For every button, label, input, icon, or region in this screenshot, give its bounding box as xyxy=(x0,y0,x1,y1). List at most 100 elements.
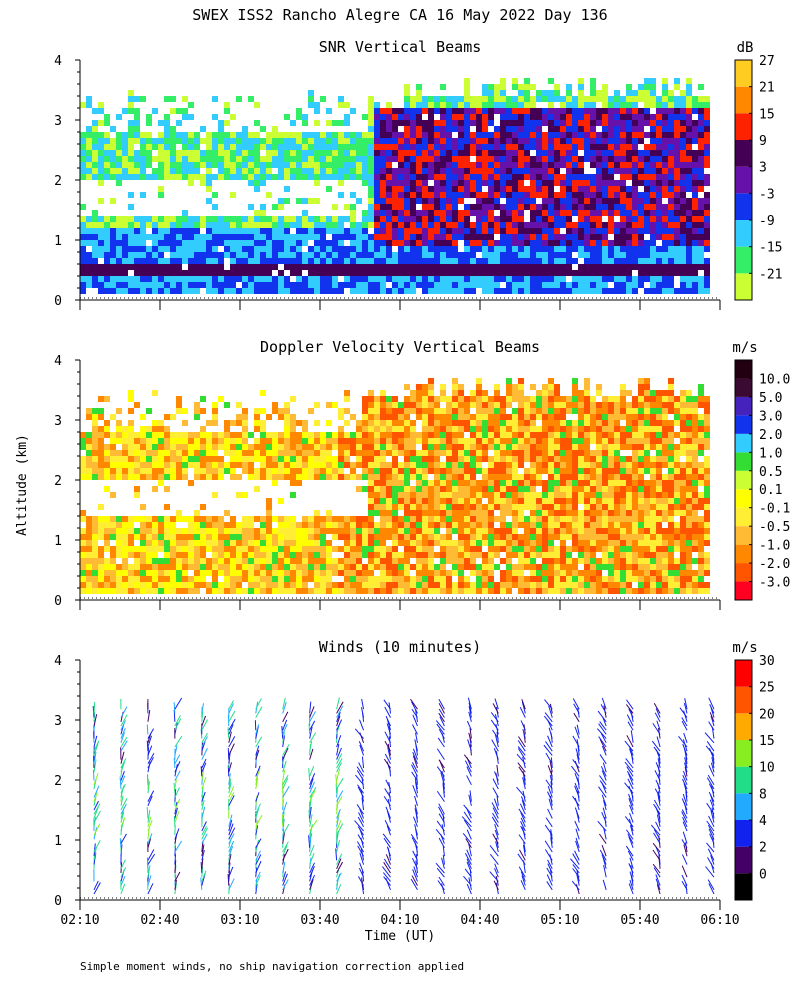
heatmap-cell xyxy=(176,264,182,270)
heatmap-cell xyxy=(176,162,182,168)
heatmap-cell xyxy=(170,138,176,144)
heatmap-cell xyxy=(476,450,482,456)
heatmap-cell xyxy=(602,198,608,204)
heatmap-cell xyxy=(494,582,500,588)
heatmap-cell xyxy=(404,228,410,234)
heatmap-cell xyxy=(110,138,116,144)
heatmap-cell xyxy=(644,240,650,246)
heatmap-cell xyxy=(314,582,320,588)
heatmap-cell xyxy=(458,582,464,588)
heatmap-cell xyxy=(518,564,524,570)
heatmap-cell xyxy=(350,462,356,468)
heatmap-cell xyxy=(80,588,86,594)
heatmap-cell xyxy=(242,558,248,564)
heatmap-cell xyxy=(314,144,320,150)
heatmap-cell xyxy=(296,282,302,288)
heatmap-cell xyxy=(170,228,176,234)
heatmap-cell xyxy=(98,474,104,480)
heatmap-cell xyxy=(278,576,284,582)
heatmap-cell xyxy=(506,246,512,252)
heatmap-cell xyxy=(410,426,416,432)
heatmap-cell xyxy=(674,186,680,192)
heatmap-cell xyxy=(104,288,110,294)
heatmap-cell xyxy=(446,282,452,288)
heatmap-cell xyxy=(464,402,470,408)
heatmap-cell xyxy=(488,246,494,252)
heatmap-cell xyxy=(644,114,650,120)
heatmap-cell xyxy=(272,552,278,558)
heatmap-cell xyxy=(194,222,200,228)
heatmap-cell xyxy=(392,252,398,258)
heatmap-cell xyxy=(680,132,686,138)
heatmap-cell xyxy=(608,210,614,216)
heatmap-cell xyxy=(662,120,668,126)
heatmap-cell xyxy=(416,132,422,138)
heatmap-cell xyxy=(338,564,344,570)
heatmap-cell xyxy=(446,264,452,270)
heatmap-cell xyxy=(188,156,194,162)
heatmap-cell xyxy=(518,384,524,390)
heatmap-cell xyxy=(410,114,416,120)
heatmap-cell xyxy=(86,228,92,234)
heatmap-cell xyxy=(512,210,518,216)
heatmap-cell xyxy=(134,474,140,480)
heatmap-cell xyxy=(104,426,110,432)
heatmap-cell xyxy=(122,576,128,582)
heatmap-cell xyxy=(332,582,338,588)
heatmap-cell xyxy=(578,78,584,84)
heatmap-cell xyxy=(338,102,344,108)
heatmap-cell xyxy=(362,546,368,552)
heatmap-cell xyxy=(296,162,302,168)
heatmap-cell xyxy=(104,558,110,564)
heatmap-cell xyxy=(494,486,500,492)
heatmap-cell xyxy=(332,474,338,480)
heatmap-cell xyxy=(80,474,86,480)
heatmap-cell xyxy=(338,414,344,420)
heatmap-cell xyxy=(512,528,518,534)
heatmap-cell xyxy=(410,468,416,474)
heatmap-cell xyxy=(500,180,506,186)
heatmap-cell xyxy=(488,84,494,90)
heatmap-cell xyxy=(518,480,524,486)
heatmap-cell xyxy=(308,570,314,576)
heatmap-cell xyxy=(512,96,518,102)
heatmap-cell xyxy=(380,522,386,528)
heatmap-cell xyxy=(608,162,614,168)
heatmap-cell xyxy=(386,474,392,480)
heatmap-cell xyxy=(134,546,140,552)
heatmap-cell xyxy=(512,414,518,420)
heatmap-cell xyxy=(380,150,386,156)
heatmap-cell xyxy=(596,258,602,264)
heatmap-cell xyxy=(146,588,152,594)
heatmap-cell xyxy=(404,288,410,294)
heatmap-cell xyxy=(692,96,698,102)
colorbar-tick-label: 3 xyxy=(759,161,767,176)
heatmap-cell xyxy=(326,240,332,246)
heatmap-cell xyxy=(368,168,374,174)
heatmap-cell xyxy=(386,498,392,504)
heatmap-cell xyxy=(224,564,230,570)
heatmap-cell xyxy=(146,546,152,552)
heatmap-cell xyxy=(194,264,200,270)
heatmap-cell xyxy=(470,588,476,594)
heatmap-cell xyxy=(482,138,488,144)
heatmap-cell xyxy=(236,258,242,264)
heatmap-cell xyxy=(386,240,392,246)
heatmap-cell xyxy=(560,282,566,288)
heatmap-cell xyxy=(566,186,572,192)
heatmap-cell xyxy=(314,150,320,156)
heatmap-cell xyxy=(386,198,392,204)
heatmap-cell xyxy=(152,540,158,546)
heatmap-cell xyxy=(422,270,428,276)
heatmap-cell xyxy=(290,270,296,276)
y-tick-label: 3 xyxy=(54,114,62,129)
heatmap-cell xyxy=(698,234,704,240)
heatmap-cell xyxy=(530,282,536,288)
heatmap-cell xyxy=(98,438,104,444)
heatmap-cell xyxy=(134,126,140,132)
heatmap-cell xyxy=(530,258,536,264)
heatmap-cell xyxy=(548,186,554,192)
heatmap-cell xyxy=(692,204,698,210)
heatmap-cell xyxy=(116,528,122,534)
heatmap-cell xyxy=(146,114,152,120)
